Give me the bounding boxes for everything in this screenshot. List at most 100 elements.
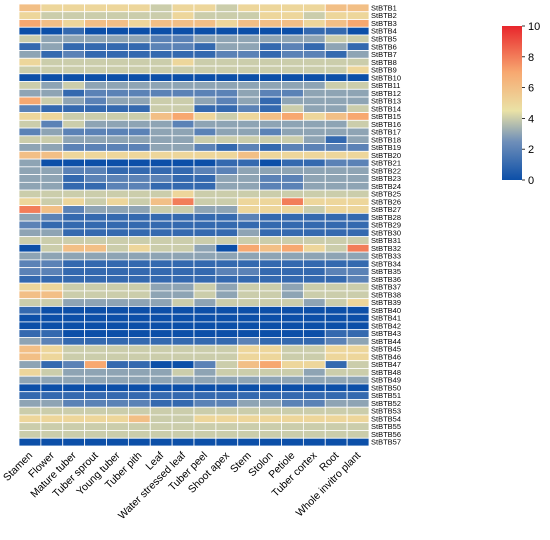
heatmap-cell [171,243,195,253]
heatmap-cell [193,282,217,292]
heatmap-cell [84,57,107,67]
heatmap-cell [281,65,304,75]
heatmap-cell [346,127,370,137]
heatmap-cell [84,205,107,214]
heatmap-cell [259,406,282,416]
heatmap-cell [149,11,173,20]
heatmap-cell [237,267,261,276]
heatmap-cell [215,143,239,152]
heatmap-cell [18,26,42,36]
heatmap-cell [62,112,86,121]
heatmap-cell [84,119,107,129]
heatmap-cell [324,352,348,362]
heatmap-cell [149,189,173,199]
heatmap-cell [281,360,304,369]
heatmap-cell [40,368,64,377]
heatmap-cell [281,189,304,199]
heatmap-cell [18,321,42,331]
heatmap-cell [84,174,107,183]
heatmap-cell [149,321,173,331]
heatmap-cell [259,236,282,245]
row-label: StBTB10 [371,73,401,82]
heatmap-cell [324,259,348,269]
heatmap-cell [237,236,261,245]
heatmap-cell [149,399,173,408]
heatmap-cell [18,236,42,245]
heatmap-cell [302,329,326,338]
heatmap-cell [84,3,107,13]
heatmap-cell [215,57,239,67]
heatmap-cell [281,228,304,238]
heatmap-cell [149,197,173,207]
heatmap-cell [18,313,42,323]
heatmap-cell [259,368,282,377]
heatmap-cell [193,34,217,44]
heatmap-cell [346,73,370,82]
heatmap-cell [40,205,64,214]
heatmap-cell [40,127,64,137]
row-label: StBTB5 [371,34,397,43]
heatmap-cell [106,88,129,98]
row-label: StBTB11 [371,81,400,90]
heatmap-cell [171,88,195,98]
heatmap-cell [62,344,86,354]
heatmap-cell [346,375,370,385]
heatmap-cell [106,243,129,253]
heatmap-cell [302,321,326,331]
heatmap-cell [215,228,239,238]
heatmap-cell [18,329,42,338]
heatmap-cell [149,259,173,269]
heatmap-cell [237,212,261,222]
heatmap-cell [193,143,217,152]
heatmap-cell [215,430,239,439]
heatmap-cell [84,143,107,152]
heatmap-cell [171,11,195,20]
heatmap-cell [62,34,86,44]
heatmap-cell [62,352,86,362]
heatmap-cell [84,81,107,90]
heatmap-cell [84,313,107,323]
heatmap-cell [302,189,326,199]
heatmap-cell [18,166,42,175]
heatmap-cell [149,236,173,245]
heatmap-cell [84,150,107,160]
row-label: StBTB13 [371,97,401,106]
heatmap-cell [18,422,42,431]
heatmap-cell [237,391,261,400]
heatmap-cell [62,399,86,408]
heatmap-cell [149,158,173,168]
heatmap-cell [346,96,370,106]
heatmap-cell [62,437,86,447]
heatmap-cell [127,65,151,75]
heatmap-cell [259,437,282,447]
heatmap-cell [40,329,64,338]
heatmap-cell [62,26,86,36]
heatmap-cell [302,174,326,183]
heatmap-cell [215,119,239,129]
row-label: StBTB35 [371,267,401,276]
heatmap-cell [346,313,370,323]
heatmap-cell [40,158,64,168]
heatmap-cell [84,368,107,377]
heatmap-cell [62,306,86,315]
heatmap-cell [127,274,151,284]
heatmap-cell [324,267,348,276]
heatmap-cell [237,127,261,137]
heatmap-cell [40,212,64,222]
row-label: StBTB47 [371,360,401,369]
heatmap-cell [106,197,129,207]
heatmap-cell [302,344,326,354]
heatmap-cell [237,150,261,160]
heatmap-cell [18,414,42,424]
heatmap-cell [281,135,304,144]
heatmap-cell [215,282,239,292]
heatmap-cell [84,422,107,431]
heatmap-cell [302,3,326,13]
heatmap-cell [18,337,42,346]
heatmap-cell [40,197,64,207]
heatmap-cell [84,375,107,385]
heatmap-cell [281,430,304,439]
heatmap-cell [106,112,129,121]
heatmap-cell [324,197,348,207]
